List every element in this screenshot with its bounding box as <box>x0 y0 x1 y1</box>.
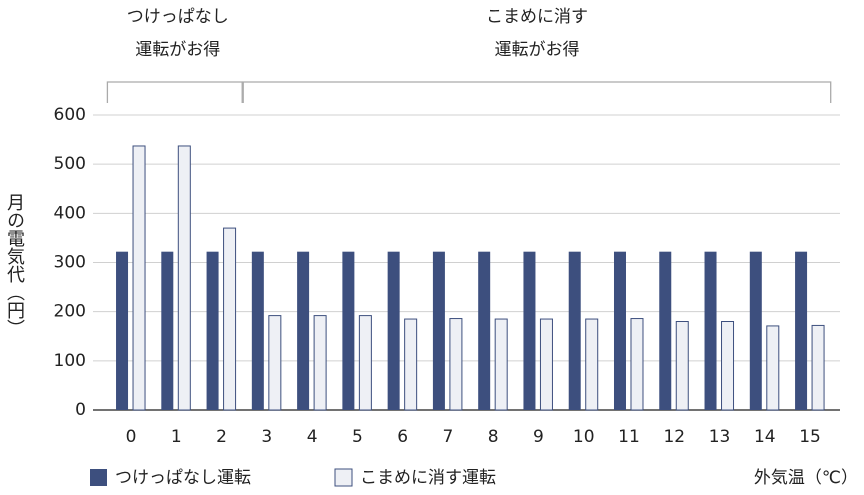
bar <box>161 251 174 410</box>
annotation: 運転がお得 <box>135 40 220 60</box>
bar <box>568 251 581 410</box>
bar <box>659 251 672 410</box>
bar <box>116 251 129 410</box>
legend-swatch <box>334 468 353 487</box>
y-tick-label: 600 <box>54 105 86 125</box>
x-tick-label: 4 <box>307 427 318 447</box>
x-tick-label: 12 <box>663 427 685 447</box>
x-tick-label: 9 <box>533 427 544 447</box>
bar <box>630 318 644 411</box>
x-tick-label: 7 <box>443 427 454 447</box>
y-tick-label: 500 <box>54 154 86 174</box>
x-tick-label: 15 <box>799 427 821 447</box>
annotation: 運転がお得 <box>494 40 579 60</box>
bar <box>675 321 689 411</box>
y-tick-label: 100 <box>54 351 86 371</box>
bar <box>539 318 553 411</box>
bar <box>704 251 717 410</box>
bar <box>523 251 536 410</box>
x-tick-label: 3 <box>261 427 272 447</box>
x-tick-label: 13 <box>709 427 731 447</box>
bar <box>811 324 825 411</box>
bar <box>358 315 372 411</box>
bar <box>297 251 310 410</box>
annotation: こまめに消す <box>486 7 588 27</box>
bar <box>342 251 355 410</box>
bar <box>313 315 327 411</box>
bar <box>721 321 735 411</box>
x-tick-label: 6 <box>397 427 408 447</box>
y-tick-label: 200 <box>54 302 86 322</box>
bar <box>223 227 237 411</box>
bar <box>432 251 445 410</box>
legend-label: こまめに消す運転 <box>360 468 496 488</box>
annotation: つけっぱなし <box>127 7 229 27</box>
bar <box>478 251 491 410</box>
x-tick-label: 0 <box>126 427 137 447</box>
bar <box>251 251 264 410</box>
bar <box>177 145 191 411</box>
x-tick-label: 11 <box>618 427 640 447</box>
bar <box>404 318 418 411</box>
x-tick-label: 8 <box>488 427 499 447</box>
x-tick-label: 5 <box>352 427 363 447</box>
legend-swatch <box>90 469 107 486</box>
bar <box>795 251 808 410</box>
legend-label: つけっぱなし運転 <box>115 468 251 488</box>
bar <box>613 251 626 410</box>
x-axis-label: 外気温（℃） <box>754 468 858 488</box>
y-axis-label: 月の電気代（円） <box>4 193 25 337</box>
y-tick-label: 400 <box>54 203 86 223</box>
y-tick-label: 300 <box>54 253 86 273</box>
bar <box>206 251 219 410</box>
bar <box>494 318 508 411</box>
bar <box>449 318 463 411</box>
bar <box>766 325 780 411</box>
bar <box>268 315 282 411</box>
bracket <box>242 81 832 103</box>
x-tick-label: 2 <box>216 427 227 447</box>
x-tick-label: 14 <box>754 427 776 447</box>
x-tick-label: 10 <box>573 427 595 447</box>
bar <box>585 318 599 411</box>
bracket <box>106 81 243 103</box>
bar <box>132 145 146 411</box>
bar <box>387 251 400 410</box>
x-tick-label: 1 <box>171 427 182 447</box>
bar <box>749 251 762 410</box>
y-tick-label: 0 <box>75 400 86 420</box>
